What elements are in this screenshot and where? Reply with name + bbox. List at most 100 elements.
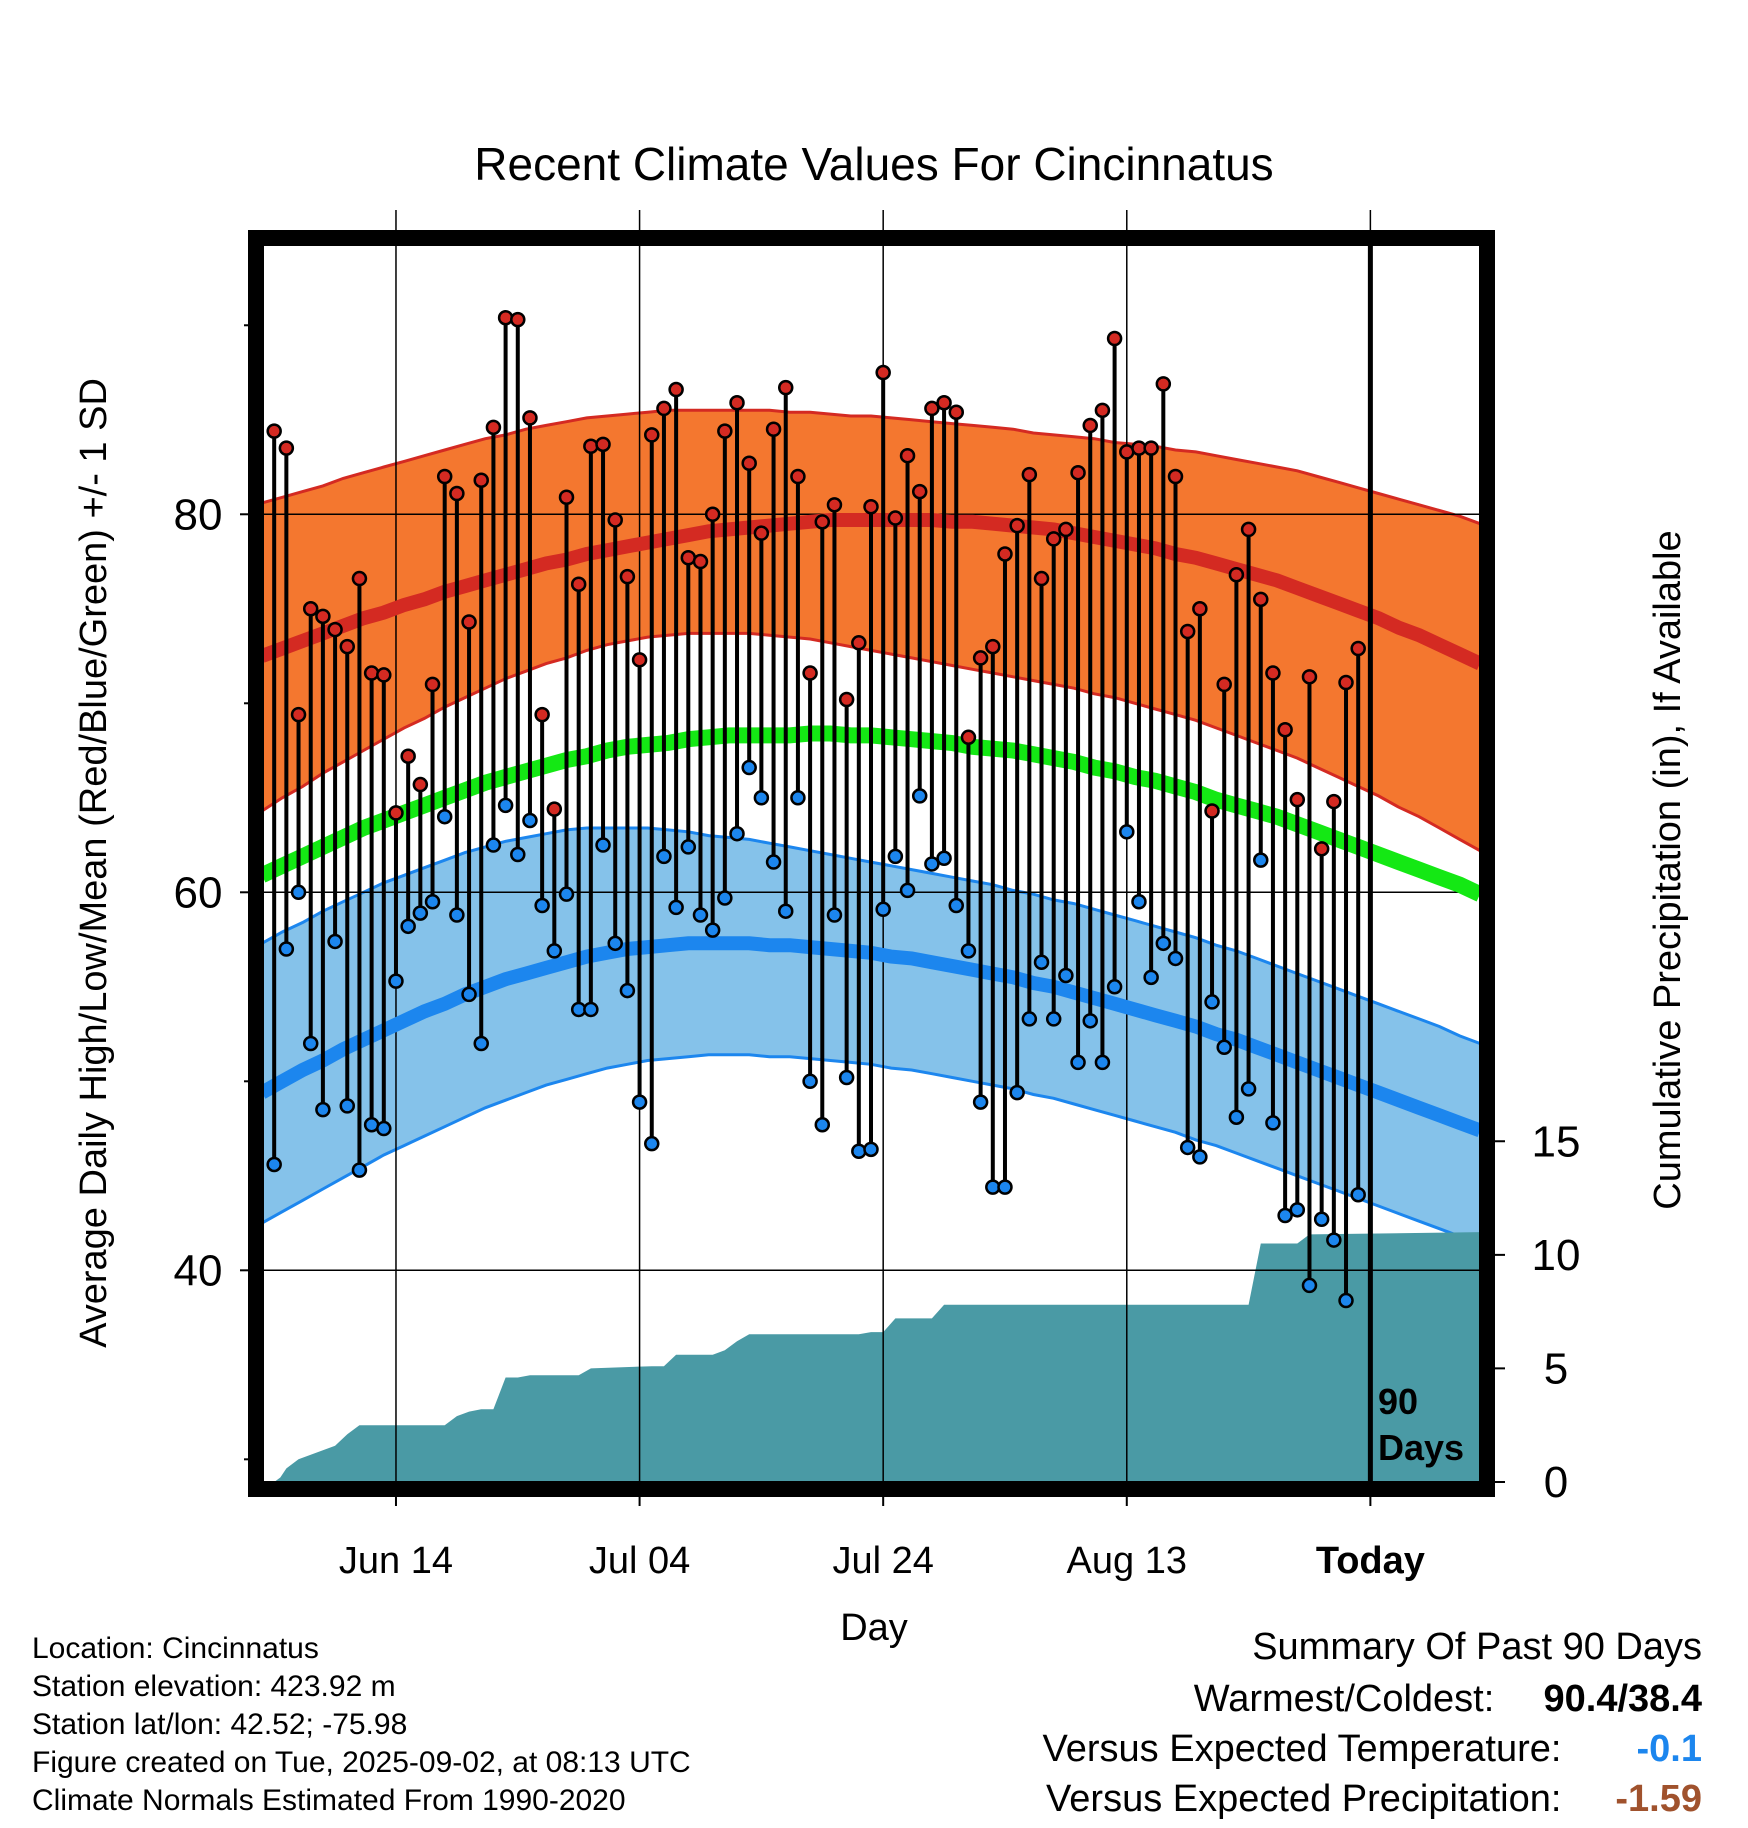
obs-low-point-21 — [522, 812, 538, 829]
summary-warm-cold: Warmest/Coldest: 90.4/38.4 — [1194, 1678, 1702, 1721]
obs-high-point-16 — [461, 614, 477, 630]
obs-low-point-30 — [631, 1094, 648, 1110]
location-text: Location: Cincinnatus — [32, 1632, 319, 1665]
obs-high-point-25 — [570, 576, 587, 592]
obs-high-point-31 — [644, 427, 660, 443]
obs-high-point-62 — [1021, 466, 1038, 483]
obs-low-point-79 — [1228, 1109, 1245, 1125]
obs-low-point-51 — [887, 848, 904, 865]
obs-high-point-44 — [802, 665, 818, 681]
obs-low-point-24 — [558, 886, 575, 902]
obs-low-point-17 — [473, 1035, 489, 1052]
obs-high-point-54 — [924, 400, 940, 417]
obs-high-point-68 — [1094, 402, 1111, 419]
obs-low-point-83 — [1277, 1207, 1293, 1224]
obs-low-point-62 — [1021, 1011, 1038, 1027]
obs-high-point-2 — [290, 706, 307, 723]
obs-low-point-43 — [790, 790, 806, 806]
obs-low-point-63 — [1033, 954, 1050, 970]
obs-high-point-49 — [863, 498, 879, 515]
obs-high-point-46 — [826, 497, 843, 513]
obs-low-point-3 — [302, 1035, 319, 1052]
obs-low-point-82 — [1265, 1115, 1281, 1131]
obs-high-point-84 — [1289, 791, 1306, 808]
obs-high-point-77 — [1204, 803, 1220, 819]
obs-high-point-72 — [1143, 440, 1159, 456]
obs-low-point-35 — [692, 907, 709, 923]
warm-cold-value: 90.4/38.4 — [1543, 1678, 1702, 1720]
obs-high-point-32 — [656, 400, 672, 417]
observations — [266, 244, 1373, 1482]
obs-high-point-83 — [1277, 721, 1293, 738]
obs-high-point-19 — [497, 309, 514, 326]
obs-low-point-7 — [351, 1162, 368, 1178]
obs-low-point-4 — [315, 1101, 331, 1118]
obs-high-point-18 — [485, 419, 502, 436]
obs-high-point-67 — [1082, 417, 1098, 434]
obs-low-point-37 — [717, 890, 733, 906]
obs-high-point-7 — [351, 570, 368, 587]
obs-high-point-33 — [668, 381, 684, 398]
obs-high-point-15 — [449, 485, 465, 502]
obs-low-point-9 — [376, 1120, 392, 1137]
obs-low-point-74 — [1167, 950, 1184, 967]
obs-high-point-10 — [388, 805, 404, 821]
obs-high-point-65 — [1058, 521, 1074, 538]
obs-high-point-42 — [777, 379, 794, 396]
created-text: Figure created on Tue, 2025-09-02, at 08… — [32, 1746, 691, 1779]
obs-low-point-14 — [436, 808, 453, 825]
obs-low-point-13 — [424, 893, 441, 910]
obs-low-point-54 — [924, 856, 940, 872]
obs-high-point-39 — [741, 455, 757, 471]
obs-high-point-63 — [1033, 570, 1050, 587]
obs-low-point-76 — [1192, 1149, 1208, 1165]
obs-high-point-8 — [363, 665, 380, 681]
axes: 40 60 80 0 5 10 15 Jun 14 Jul 04 Jul 24 Aug 13 Toda… — [174, 324, 1580, 1582]
obs-high-point-11 — [400, 748, 416, 764]
obs-high-point-80 — [1240, 521, 1257, 538]
obs-low-point-57 — [960, 943, 977, 959]
obs-high-point-28 — [607, 512, 623, 528]
obs-low-point-72 — [1143, 969, 1159, 986]
chart-title: Recent Climate Values For Cincinnatus — [474, 138, 1273, 190]
obs-high-point-87 — [1326, 793, 1342, 810]
obs-low-point-28 — [607, 935, 623, 952]
obs-high-point-85 — [1301, 669, 1318, 685]
obs-low-point-34 — [680, 839, 697, 855]
obs-low-point-68 — [1094, 1054, 1111, 1071]
obs-high-point-6 — [339, 638, 356, 655]
obs-low-point-38 — [729, 825, 745, 842]
obs-low-point-15 — [449, 907, 465, 923]
obs-low-point-44 — [802, 1073, 818, 1090]
obs-high-point-9 — [376, 667, 392, 683]
y-left-tick-label-1: 60 — [174, 868, 223, 917]
obs-low-point-48 — [851, 1143, 867, 1159]
obs-low-point-50 — [875, 901, 891, 918]
obs-low-point-52 — [899, 882, 916, 899]
obs-high-point-5 — [327, 621, 343, 638]
elevation-text: Station elevation: 423.92 m — [32, 1670, 396, 1703]
obs-low-point-56 — [948, 897, 965, 914]
obs-low-point-73 — [1155, 935, 1172, 952]
obs-high-point-38 — [729, 395, 745, 411]
y-right-tick-label-0: 0 — [1544, 1458, 1568, 1507]
obs-high-point-56 — [948, 404, 965, 420]
obs-low-point-11 — [400, 918, 416, 935]
summary-title: Summary Of Past 90 Days — [1252, 1626, 1702, 1668]
obs-high-point-55 — [936, 395, 952, 411]
normals-period-text: Climate Normals Estimated From 1990-2020 — [32, 1784, 626, 1817]
obs-low-point-88 — [1338, 1292, 1354, 1309]
obs-low-point-22 — [534, 897, 550, 914]
obs-high-point-64 — [1045, 531, 1062, 547]
obs-high-point-12 — [412, 776, 429, 793]
latlon-text: Station lat/lon: 42.52; -75.98 — [32, 1708, 408, 1741]
obs-low-point-16 — [461, 986, 477, 1003]
today-marker-label-days: Days — [1378, 1427, 1464, 1468]
obs-low-point-46 — [826, 907, 843, 923]
y-axis-label-left: Average Daily High/Low/Mean (Red/Blue/Gr… — [73, 378, 115, 1348]
obs-high-point-59 — [985, 638, 1001, 655]
obs-high-point-45 — [814, 514, 831, 530]
obs-high-point-74 — [1167, 468, 1184, 485]
obs-low-point-32 — [656, 848, 672, 865]
